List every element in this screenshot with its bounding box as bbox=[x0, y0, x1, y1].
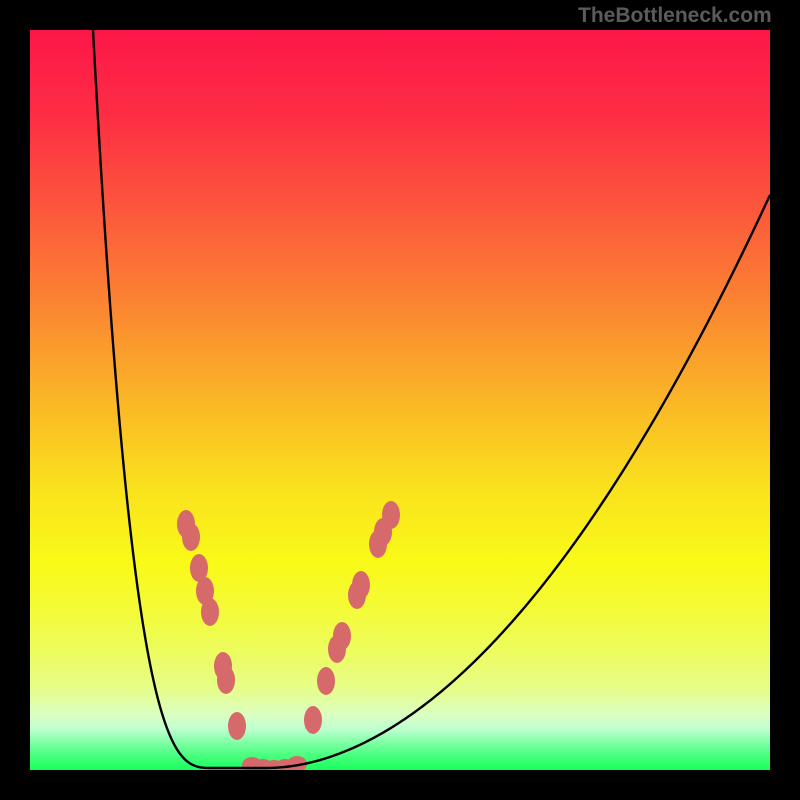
marker-point bbox=[317, 667, 335, 695]
frame-left bbox=[0, 0, 30, 800]
marker-point bbox=[333, 622, 351, 650]
frame-right bbox=[770, 0, 800, 800]
plot-background bbox=[30, 30, 770, 770]
watermark-text: TheBottleneck.com bbox=[578, 4, 772, 28]
marker-point bbox=[304, 706, 322, 734]
marker-point bbox=[228, 712, 246, 740]
marker-point bbox=[352, 571, 370, 599]
bottleneck-chart bbox=[0, 0, 800, 800]
marker-point bbox=[182, 523, 200, 551]
marker-point bbox=[217, 666, 235, 694]
marker-point bbox=[382, 501, 400, 529]
frame-bottom bbox=[0, 770, 800, 800]
marker-point bbox=[201, 598, 219, 626]
